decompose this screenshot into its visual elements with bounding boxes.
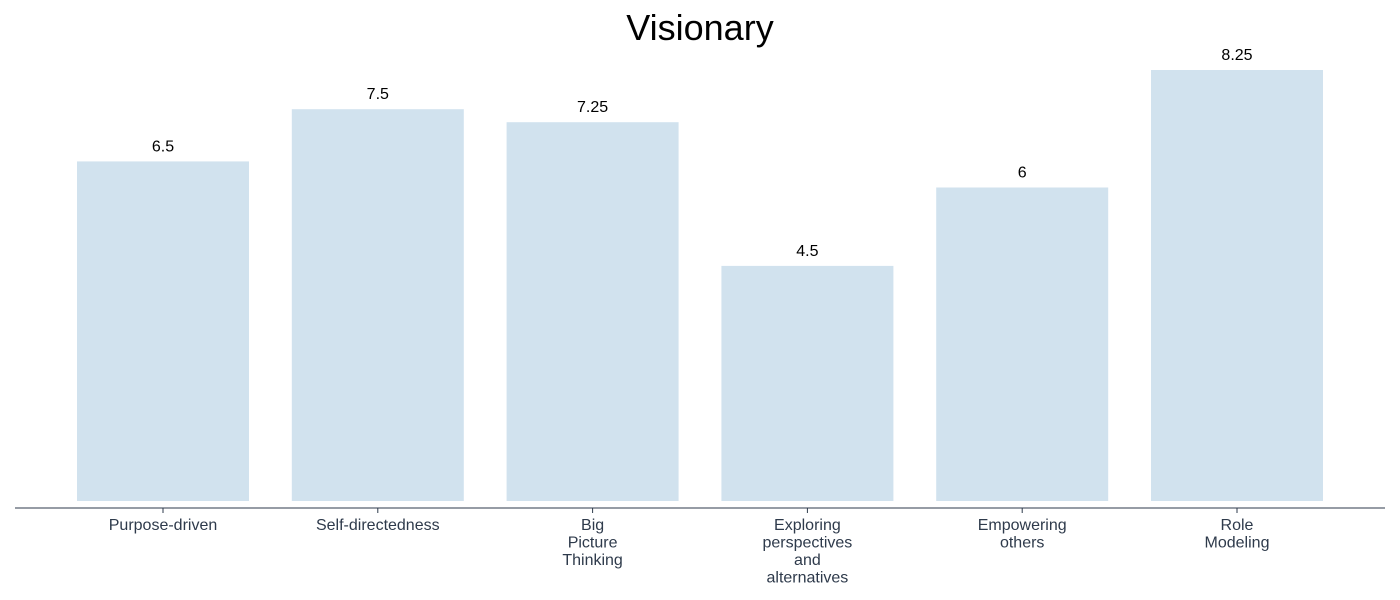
bar: [291, 109, 464, 501]
bars-group: [77, 70, 1323, 501]
bar: [721, 265, 894, 501]
x-tick-label: Picture: [568, 535, 618, 552]
x-tick-labels-group: Purpose-driven Self-directedness BigPictur…: [109, 517, 1270, 587]
bar: [1151, 70, 1323, 501]
x-tick-label: perspectives: [762, 535, 852, 552]
bar: [506, 122, 679, 501]
x-tick-label: Big: [581, 517, 604, 534]
x-tick-label: Purpose-driven: [109, 517, 218, 534]
bar: [936, 187, 1109, 501]
x-ticks-group: [162, 508, 1238, 513]
x-tick-label: Modeling: [1205, 535, 1270, 552]
x-tick-label: others: [1000, 535, 1044, 552]
bar: [77, 161, 249, 501]
x-tick-label: alternatives: [766, 570, 848, 587]
bar-value-label: 7.5: [367, 86, 389, 103]
value-labels-group: 6.5 7.5 7.25 4.5 6 8.25: [152, 47, 1253, 260]
x-tick-label: Thinking: [562, 552, 622, 569]
x-tick-label: Role: [1221, 517, 1254, 534]
x-tick-label: Exploring: [774, 517, 841, 534]
bar-value-label: 6.5: [152, 138, 174, 155]
chart-title: Visionary: [626, 7, 773, 48]
bar-value-label: 8.25: [1221, 47, 1252, 64]
bar-value-label: 6: [1018, 165, 1027, 182]
x-tick-label: and: [794, 552, 821, 569]
bar-value-label: 7.25: [577, 99, 608, 116]
x-tick-label: Self-directedness: [316, 517, 440, 534]
bar-value-label: 4.5: [796, 243, 818, 260]
x-tick-label: Empowering: [978, 517, 1067, 534]
